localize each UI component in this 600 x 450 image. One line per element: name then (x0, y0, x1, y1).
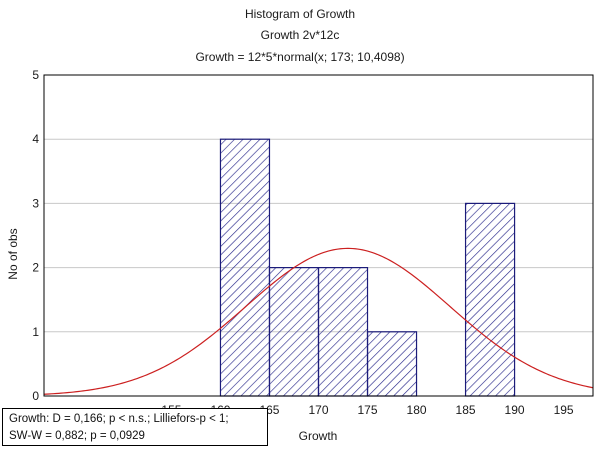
x-tick-label: 185 (456, 403, 476, 417)
normal-fit-curve (43, 247, 594, 395)
histogram-bar (366, 331, 418, 397)
x-tick-label: 180 (407, 403, 427, 417)
y-tick-label: 4 (32, 132, 39, 146)
stats-line-2: SW-W = 0,882; p = 0,0929 (9, 430, 145, 442)
histogram-bar (268, 267, 320, 397)
y-tick-labels: 0 1 2 3 4 5 (32, 68, 39, 403)
y-tick-label: 3 (32, 196, 39, 210)
x-tick-label: 170 (308, 403, 328, 417)
fit-formula-label: Growth = 12*5*normal(x; 173; 10,4098) (195, 50, 405, 64)
histogram-bar (464, 202, 516, 397)
plot-frame (43, 74, 594, 397)
x-tick-label: 190 (505, 403, 525, 417)
y-axis-title: No of obs (6, 228, 20, 279)
histogram-bars (219, 138, 516, 397)
y-tick-label: 2 (32, 261, 39, 275)
y-tick-label: 5 (32, 68, 39, 82)
x-axis-title: Growth (299, 429, 338, 443)
stats-line-1: Growth: D = 0,166; p < n.s.; Lilliefors-… (9, 413, 229, 425)
normal-fit-curve-group (43, 247, 594, 395)
histogram-bar (317, 267, 369, 397)
chart-title: Histogram of Growth (244, 7, 356, 21)
y-tick-label: 1 (32, 325, 39, 339)
chart-subtitle: Growth 2v*12c (260, 28, 340, 42)
x-tick-label: 195 (554, 403, 574, 417)
normality-stats-box: Growth: D = 0,166; p < n.s.; Lilliefors-… (2, 408, 268, 446)
histogram-bar (219, 138, 271, 397)
x-tick-label: 175 (358, 403, 378, 417)
y-tick-label: 0 (32, 389, 39, 403)
